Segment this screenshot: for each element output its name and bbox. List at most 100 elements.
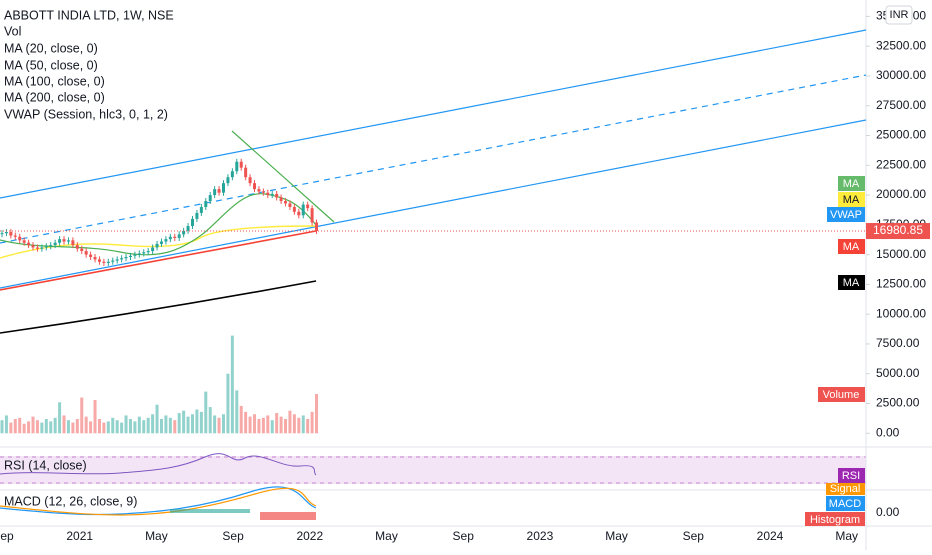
volume-bar	[186, 416, 190, 434]
rsi-line	[0, 453, 317, 476]
legend-item: MA (100, close, 0)	[4, 74, 105, 88]
candle	[235, 161, 239, 172]
volume-bar	[13, 419, 17, 434]
candle	[27, 242, 31, 246]
volume-bar	[226, 373, 230, 434]
volume-bar	[239, 405, 243, 434]
candle	[297, 211, 301, 216]
candle	[275, 193, 279, 198]
candle	[190, 218, 194, 227]
x-tick-label: May	[375, 529, 398, 543]
macd-tag: Signal	[830, 483, 861, 495]
volume-bar	[248, 416, 252, 434]
candle	[106, 261, 110, 263]
volume-bar	[230, 335, 234, 434]
volume-bar	[66, 420, 70, 434]
macd-title: MACD (12, 26, close, 9)	[4, 494, 137, 508]
y-tick-label: 25000.00	[876, 128, 926, 142]
candle	[266, 192, 270, 196]
currency: INR	[890, 9, 909, 21]
volume-bar	[40, 422, 44, 434]
volume-bar	[182, 410, 186, 434]
volume-bar	[275, 413, 279, 434]
candle	[44, 246, 48, 248]
volume-bar	[62, 415, 66, 434]
y-tick-label: 22500.00	[876, 157, 926, 171]
candle	[182, 230, 186, 235]
candle	[35, 247, 39, 249]
volume-bar	[102, 422, 106, 434]
volume-bar	[244, 411, 248, 434]
x-tick-label: 2022	[296, 529, 323, 543]
y-tick-label: 2500.00	[876, 396, 920, 410]
candle	[173, 236, 177, 238]
candle	[213, 189, 217, 196]
volume-bar	[217, 417, 221, 434]
candle	[244, 167, 248, 178]
x-tick-label: Sep	[0, 529, 14, 543]
candle	[248, 177, 252, 184]
candle	[199, 206, 203, 213]
volume-bar	[128, 419, 132, 434]
currency-badge[interactable]	[885, 5, 913, 25]
volume-bar	[58, 402, 62, 434]
candle	[204, 201, 208, 207]
candle	[208, 195, 212, 202]
volume-bar	[71, 422, 75, 434]
y-tick-label: 0.00	[876, 425, 900, 439]
y-tick-label: 10000.00	[876, 306, 926, 320]
ma-100	[0, 230, 317, 291]
rsi-title: RSI (14, close)	[4, 458, 87, 472]
macd-tag: MACD	[829, 498, 861, 510]
volume-bar	[133, 421, 137, 434]
candle	[115, 259, 119, 261]
volume-bar	[137, 416, 141, 434]
candle	[292, 206, 296, 212]
candle	[31, 245, 35, 248]
candle	[315, 222, 319, 232]
volume-bar	[222, 414, 225, 434]
volume-bar	[111, 417, 115, 434]
volume-bar	[27, 421, 31, 434]
tag-bg	[826, 496, 865, 511]
volume-bar	[177, 413, 181, 434]
candle	[301, 204, 305, 216]
candle	[71, 240, 75, 246]
price-tag: Volume	[823, 389, 860, 401]
tag-bg	[838, 192, 865, 207]
volume-bar	[261, 417, 265, 434]
volume-bar	[120, 422, 124, 434]
trend-line	[231, 130, 335, 223]
candle	[111, 260, 115, 262]
candle	[62, 239, 66, 242]
tag-bg	[818, 387, 865, 402]
volume-bar	[151, 414, 155, 434]
macd-tag: Histogram	[810, 514, 860, 526]
histogram-bars	[170, 509, 250, 513]
volume-bar	[199, 411, 203, 434]
candle	[84, 251, 88, 255]
volume-bar	[292, 414, 296, 434]
tag-bg	[805, 512, 865, 526]
candle	[18, 236, 22, 241]
x-tick-label: 2023	[527, 529, 554, 543]
candle	[0, 233, 4, 235]
candle	[217, 189, 221, 193]
y-tick-label: 30000.00	[876, 68, 926, 82]
candle	[58, 239, 62, 243]
volume-bar	[284, 419, 288, 434]
candle	[49, 245, 53, 247]
legend-item: Vol	[4, 24, 21, 38]
candle	[230, 171, 234, 178]
volume-bar	[0, 420, 4, 434]
channel-middle	[0, 74, 867, 244]
volume-bar	[142, 420, 146, 434]
candle	[279, 197, 283, 202]
y-tick-label: 15000.00	[876, 247, 926, 261]
tag-bg	[838, 239, 865, 254]
candle	[128, 255, 132, 258]
candle	[75, 245, 79, 249]
volume-bar	[44, 419, 48, 434]
legend-item: MA (50, close, 0)	[4, 58, 98, 72]
